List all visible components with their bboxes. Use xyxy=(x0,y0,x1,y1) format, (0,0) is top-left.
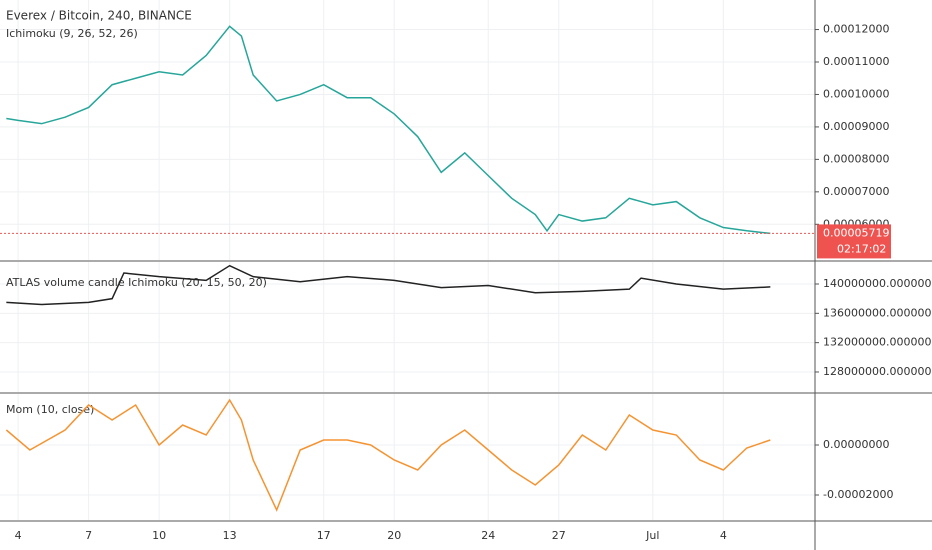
y-tick-label: 0.00009000 xyxy=(823,120,889,133)
x-tick-label: 10 xyxy=(152,529,166,542)
x-tick-label: 20 xyxy=(387,529,401,542)
y-tick-label: 136000000.00000000 xyxy=(823,306,932,319)
y-tick-label: 132000000.00000000 xyxy=(823,336,932,349)
x-tick-label: 4 xyxy=(720,529,727,542)
x-tick-label: 27 xyxy=(552,529,566,542)
last-price-label: 0.00005719 xyxy=(823,226,889,239)
indicator-title: ATLAS volume candle Ichimoku (20, 15, 50… xyxy=(6,276,267,289)
indicator-title: Ichimoku (9, 26, 52, 26) xyxy=(6,27,138,40)
y-tick-label: 0.00010000 xyxy=(823,87,889,100)
y-tick-label: 128000000.00000000 xyxy=(823,365,932,378)
x-tick-label: Jul xyxy=(645,529,659,542)
series-line xyxy=(5,398,771,512)
y-tick-label: 0.00011000 xyxy=(823,55,889,68)
last-price-tag xyxy=(817,224,891,259)
indicator-title: Mom (10, close) xyxy=(6,403,94,416)
series-line xyxy=(6,25,771,235)
x-tick-label: 24 xyxy=(481,529,495,542)
x-tick-label: 17 xyxy=(317,529,331,542)
y-tick-label: 0.00000000 xyxy=(823,438,889,451)
x-tick-label: 7 xyxy=(85,529,92,542)
y-tick-label: -0.00002000 xyxy=(823,488,893,501)
y-tick-label: 140000000.00000000 xyxy=(823,277,932,290)
y-tick-label: 0.00012000 xyxy=(823,23,889,36)
x-tick-label: 4 xyxy=(15,529,22,542)
chart-title: Everex / Bitcoin, 240, BINANCE xyxy=(6,9,192,23)
y-tick-label: 0.00008000 xyxy=(823,152,889,165)
y-tick-label: 0.00007000 xyxy=(823,185,889,198)
x-tick-label: 13 xyxy=(223,529,237,542)
series-line xyxy=(6,264,771,306)
countdown-label: 02:17:02 xyxy=(837,242,886,255)
